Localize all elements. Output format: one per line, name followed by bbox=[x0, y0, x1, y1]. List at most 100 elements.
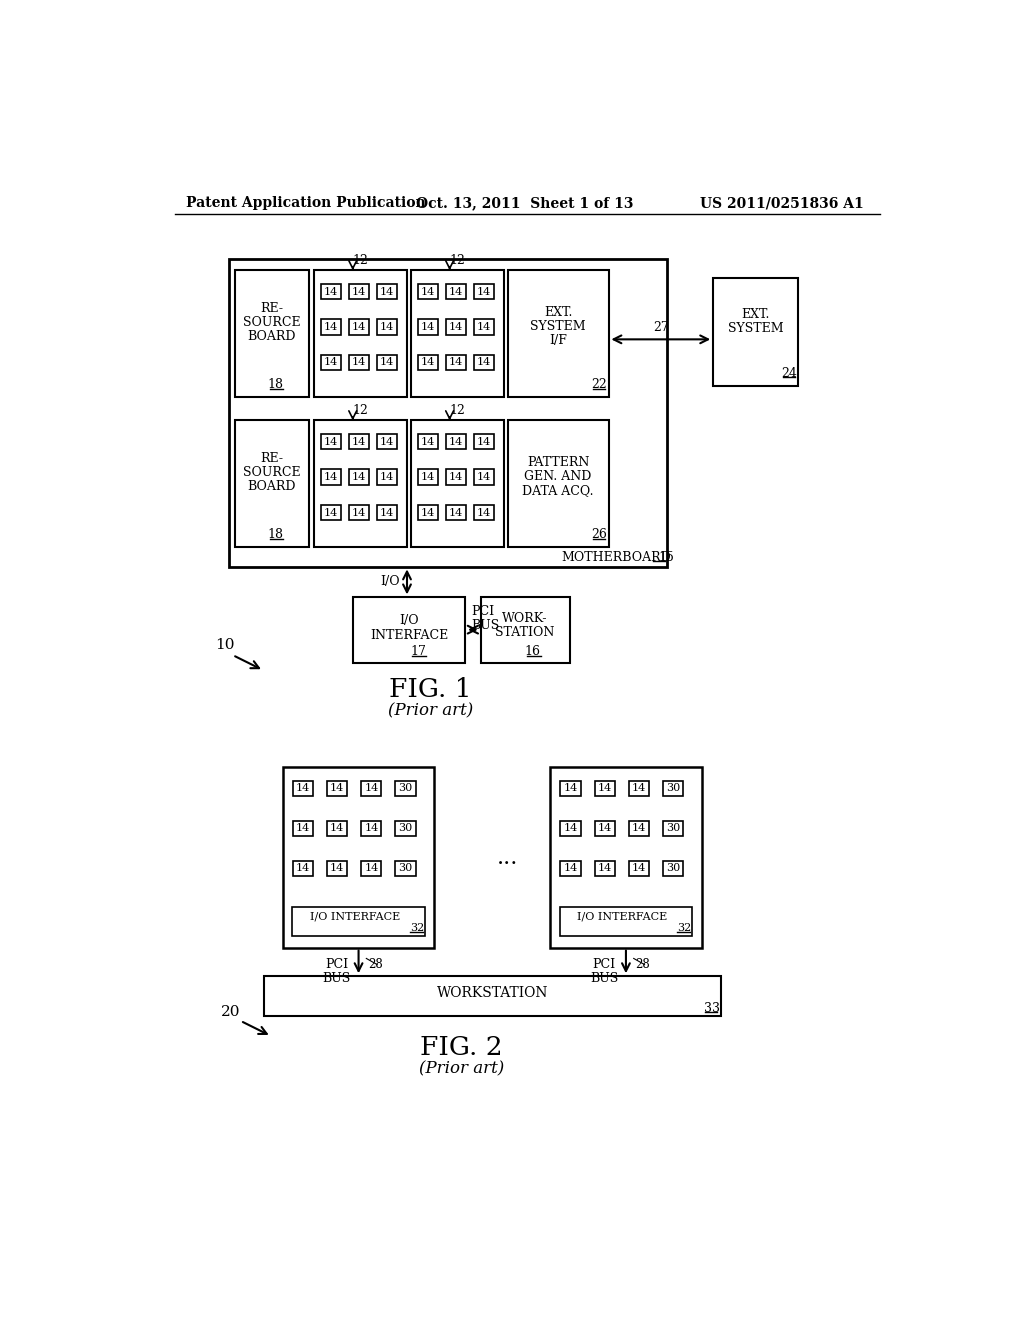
Bar bbox=[663, 821, 683, 836]
Text: US 2011/0251836 A1: US 2011/0251836 A1 bbox=[700, 197, 864, 210]
Text: 17: 17 bbox=[411, 645, 426, 659]
Text: 14: 14 bbox=[563, 863, 578, 874]
Text: 16: 16 bbox=[525, 645, 541, 659]
Bar bbox=[418, 355, 438, 370]
Text: 14: 14 bbox=[449, 473, 463, 482]
Bar bbox=[474, 470, 494, 484]
Text: 12: 12 bbox=[352, 255, 369, 268]
Text: 14: 14 bbox=[352, 358, 366, 367]
Text: 14: 14 bbox=[352, 286, 366, 297]
Bar bbox=[321, 434, 341, 449]
Text: 33: 33 bbox=[703, 1002, 720, 1015]
Text: SOURCE: SOURCE bbox=[243, 466, 301, 479]
Bar bbox=[228, 259, 667, 566]
Text: 14: 14 bbox=[324, 508, 338, 517]
Text: 18: 18 bbox=[267, 379, 284, 391]
Text: I/O: I/O bbox=[380, 576, 399, 589]
Text: 14: 14 bbox=[324, 437, 338, 446]
Bar bbox=[349, 319, 369, 335]
Text: 24: 24 bbox=[781, 367, 797, 380]
Text: WORKSTATION: WORKSTATION bbox=[436, 986, 548, 1001]
Bar bbox=[445, 470, 466, 484]
Text: 14: 14 bbox=[449, 437, 463, 446]
Bar bbox=[321, 319, 341, 335]
Bar bbox=[321, 506, 341, 520]
Text: EXT.: EXT. bbox=[544, 306, 572, 319]
Text: 30: 30 bbox=[398, 863, 413, 874]
Bar bbox=[234, 271, 308, 397]
Text: 14: 14 bbox=[380, 286, 394, 297]
Bar bbox=[377, 319, 397, 335]
Bar bbox=[560, 907, 692, 936]
Text: 32: 32 bbox=[677, 924, 691, 933]
Bar bbox=[508, 271, 608, 397]
Text: I/O: I/O bbox=[399, 614, 419, 627]
Text: INTERFACE: INTERFACE bbox=[370, 630, 449, 643]
Bar bbox=[445, 284, 466, 300]
Text: 14: 14 bbox=[380, 473, 394, 482]
Text: 15: 15 bbox=[658, 550, 675, 564]
Text: 14: 14 bbox=[296, 863, 310, 874]
Text: 14: 14 bbox=[632, 824, 646, 833]
Bar bbox=[474, 284, 494, 300]
Text: 14: 14 bbox=[352, 322, 366, 333]
Text: 14: 14 bbox=[365, 824, 379, 833]
Text: 12: 12 bbox=[450, 404, 465, 417]
Bar bbox=[292, 907, 425, 936]
Bar bbox=[445, 355, 466, 370]
Bar bbox=[349, 434, 369, 449]
Text: 14: 14 bbox=[421, 508, 435, 517]
Text: 12: 12 bbox=[450, 255, 465, 268]
Bar bbox=[418, 319, 438, 335]
Text: 12: 12 bbox=[352, 404, 369, 417]
Text: RE-: RE- bbox=[260, 453, 284, 465]
Bar bbox=[395, 821, 416, 836]
Text: (Prior art): (Prior art) bbox=[388, 702, 473, 719]
Text: Patent Application Publication: Patent Application Publication bbox=[186, 197, 426, 210]
Text: DATA ACQ.: DATA ACQ. bbox=[522, 483, 594, 496]
Bar bbox=[349, 506, 369, 520]
Bar bbox=[263, 977, 721, 1016]
Text: 14: 14 bbox=[324, 286, 338, 297]
Bar bbox=[352, 597, 465, 663]
Bar bbox=[713, 277, 799, 385]
Text: 14: 14 bbox=[330, 824, 344, 833]
Bar bbox=[595, 821, 614, 836]
Bar bbox=[361, 821, 381, 836]
Text: 30: 30 bbox=[398, 824, 413, 833]
Text: 14: 14 bbox=[563, 824, 578, 833]
Text: 14: 14 bbox=[476, 508, 490, 517]
Bar bbox=[411, 271, 504, 397]
Bar bbox=[377, 284, 397, 300]
Bar bbox=[474, 506, 494, 520]
Bar bbox=[629, 780, 649, 796]
Text: 14: 14 bbox=[380, 358, 394, 367]
Bar bbox=[293, 861, 313, 876]
Bar bbox=[560, 821, 581, 836]
Text: BUS: BUS bbox=[471, 619, 500, 631]
Text: 32: 32 bbox=[410, 924, 424, 933]
Text: 14: 14 bbox=[476, 473, 490, 482]
Bar bbox=[293, 780, 313, 796]
Text: 14: 14 bbox=[632, 783, 646, 793]
Text: 14: 14 bbox=[421, 286, 435, 297]
Text: WORK-: WORK- bbox=[503, 612, 548, 626]
Bar bbox=[349, 470, 369, 484]
Bar bbox=[595, 780, 614, 796]
Text: 14: 14 bbox=[324, 473, 338, 482]
Text: PATTERN: PATTERN bbox=[527, 455, 590, 469]
Text: FIG. 1: FIG. 1 bbox=[389, 677, 471, 702]
Text: GEN. AND: GEN. AND bbox=[524, 470, 592, 483]
Bar bbox=[314, 420, 407, 548]
Text: 14: 14 bbox=[449, 322, 463, 333]
Text: SOURCE: SOURCE bbox=[243, 315, 301, 329]
Text: 20: 20 bbox=[221, 1005, 241, 1019]
Bar bbox=[480, 597, 569, 663]
Bar bbox=[629, 821, 649, 836]
Bar bbox=[418, 284, 438, 300]
Text: 28: 28 bbox=[636, 958, 650, 972]
Text: 14: 14 bbox=[476, 437, 490, 446]
Bar bbox=[560, 861, 581, 876]
Bar bbox=[321, 470, 341, 484]
Text: 14: 14 bbox=[421, 437, 435, 446]
